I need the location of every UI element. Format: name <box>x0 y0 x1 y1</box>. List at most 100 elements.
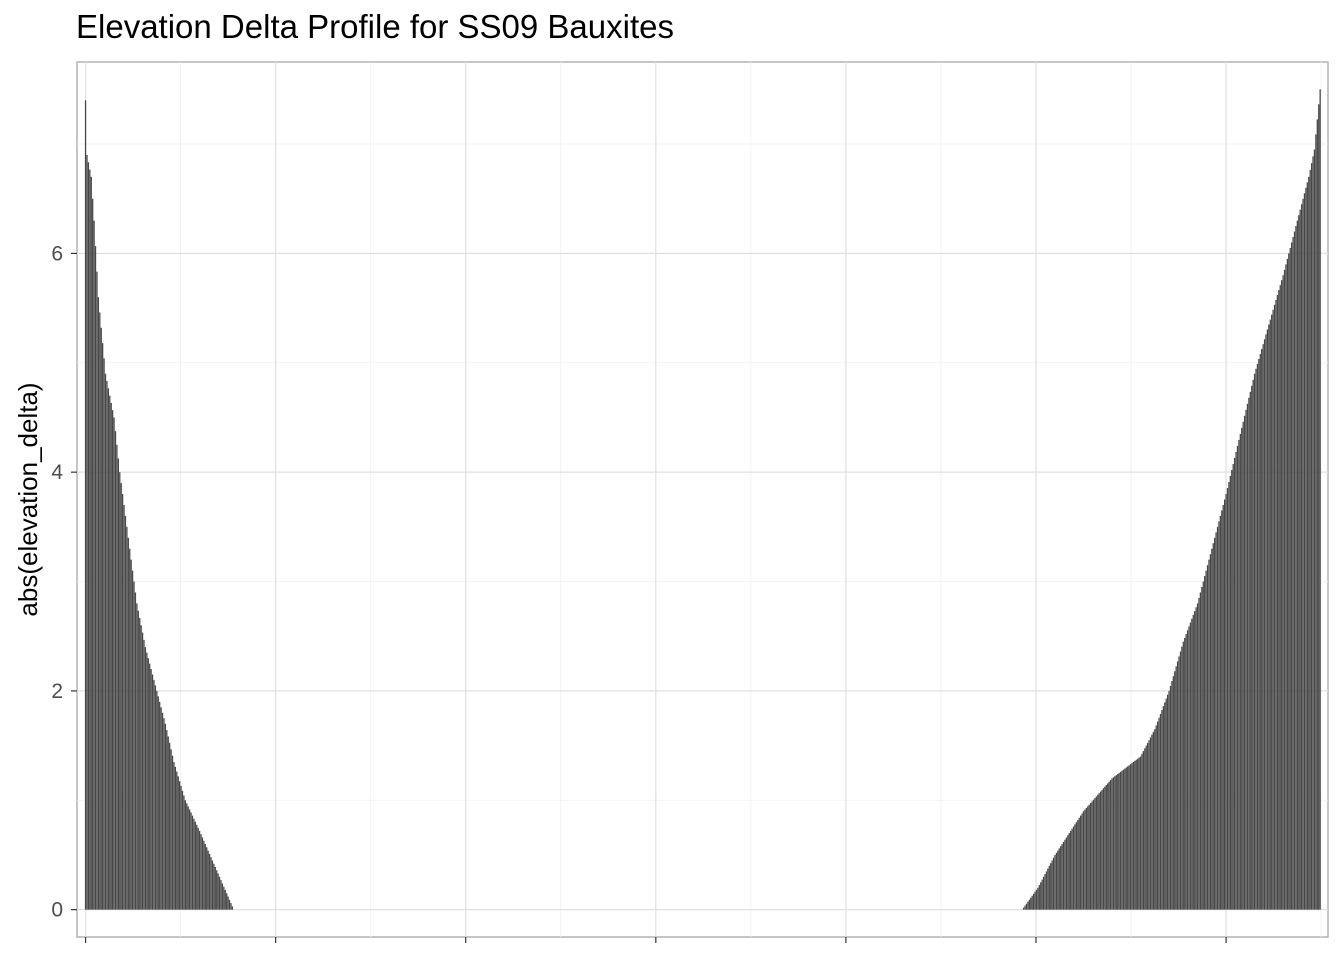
bar <box>1293 231 1296 910</box>
bar <box>151 674 154 910</box>
bar <box>1071 828 1073 910</box>
bar <box>1302 198 1304 910</box>
bar <box>127 537 129 910</box>
bar <box>1166 694 1169 910</box>
bar <box>1148 740 1150 910</box>
bar <box>1245 409 1247 910</box>
bar <box>140 625 142 910</box>
bar <box>1068 833 1070 910</box>
bars-group <box>84 89 1321 910</box>
bar <box>1055 852 1058 910</box>
bar <box>188 809 191 910</box>
bar <box>1316 119 1318 910</box>
bar <box>1232 463 1234 910</box>
bar <box>103 358 105 910</box>
bar <box>1318 104 1320 910</box>
bar <box>104 373 107 910</box>
bar <box>1132 762 1135 910</box>
bar <box>193 818 195 910</box>
bar <box>1175 666 1177 910</box>
bar <box>1216 526 1219 910</box>
bar <box>1285 264 1287 910</box>
bar <box>159 701 161 910</box>
bar <box>194 821 196 910</box>
bar <box>1253 373 1256 910</box>
bar <box>1119 771 1122 910</box>
bar <box>1221 510 1223 910</box>
bar <box>1308 176 1310 910</box>
bar <box>99 312 101 910</box>
bar <box>137 610 139 910</box>
bar <box>1289 247 1291 910</box>
bar <box>1169 685 1172 910</box>
bar <box>207 850 209 910</box>
bar <box>1184 637 1186 910</box>
bar <box>133 581 135 910</box>
bar <box>1178 656 1180 910</box>
bar <box>154 685 157 910</box>
bar <box>1045 871 1048 910</box>
bar <box>164 723 167 910</box>
bar <box>1292 237 1294 910</box>
bar <box>94 246 97 910</box>
bar <box>1084 809 1086 910</box>
bar <box>124 515 127 910</box>
bar <box>1196 603 1199 910</box>
bar <box>1047 868 1049 910</box>
bar <box>1151 734 1153 910</box>
bar <box>90 176 92 910</box>
bar <box>1141 753 1143 910</box>
bar <box>1108 781 1110 910</box>
bar <box>203 840 205 910</box>
bar <box>1095 796 1097 910</box>
bar <box>1094 798 1096 910</box>
bar <box>1145 745 1147 910</box>
bar <box>1258 358 1260 910</box>
bar <box>139 617 141 910</box>
bar <box>213 863 215 910</box>
bar <box>1283 269 1286 910</box>
bar <box>111 410 114 910</box>
bar <box>187 806 189 910</box>
bar <box>1107 783 1109 910</box>
bar <box>1044 874 1046 910</box>
bar <box>1022 907 1025 910</box>
bar <box>167 736 169 910</box>
bar <box>1212 543 1214 910</box>
bar <box>200 834 202 910</box>
bar <box>1054 854 1056 910</box>
bar <box>1228 482 1230 910</box>
bar <box>1104 786 1106 910</box>
y-axis-ticks: 0 2 4 6 <box>51 242 77 922</box>
bar <box>1042 876 1045 910</box>
bar <box>1268 324 1270 910</box>
bar <box>1032 893 1035 910</box>
bar <box>230 903 232 910</box>
bar <box>1286 258 1289 910</box>
bar <box>1115 775 1117 910</box>
bar <box>1139 756 1142 910</box>
bar <box>1214 537 1216 910</box>
bar <box>231 906 234 910</box>
bar <box>119 472 121 910</box>
bar <box>120 483 122 910</box>
bar <box>1279 285 1281 910</box>
bar <box>1205 570 1207 910</box>
bar <box>1129 764 1132 910</box>
bar <box>1158 717 1160 910</box>
bar <box>210 857 212 910</box>
bar <box>130 559 132 910</box>
bar <box>121 494 124 910</box>
y-tick-label: 4 <box>51 461 63 484</box>
bar <box>1138 757 1140 910</box>
bar <box>1109 780 1112 910</box>
bar <box>1117 774 1119 910</box>
bar <box>1179 651 1182 910</box>
bar <box>201 837 204 910</box>
bar <box>1118 772 1120 910</box>
bar <box>1144 748 1146 910</box>
bar <box>144 647 147 910</box>
bar <box>1282 275 1284 910</box>
bar <box>100 327 102 910</box>
